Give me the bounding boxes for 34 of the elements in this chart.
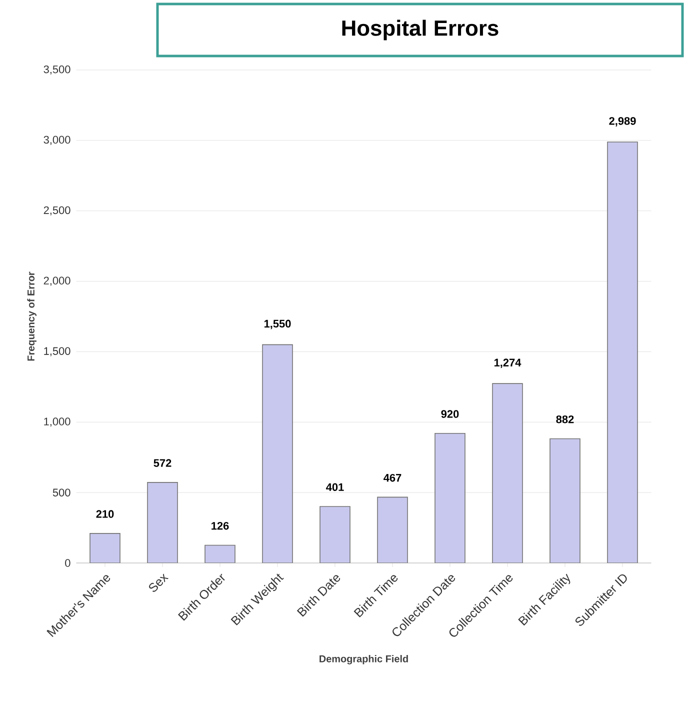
data-label: 2,989 bbox=[609, 117, 636, 126]
y-tick-label: 3,500 bbox=[44, 65, 70, 75]
data-label: 882 bbox=[556, 415, 574, 424]
x-tick-label: Sex bbox=[149, 574, 169, 592]
data-label: 572 bbox=[154, 459, 172, 467]
x-tick-label: Birth Date bbox=[296, 575, 340, 617]
data-label: 401 bbox=[326, 483, 344, 491]
data-label: 126 bbox=[212, 522, 229, 530]
y-tick-label: 500 bbox=[52, 488, 70, 496]
x-tick-label: Birth Time bbox=[354, 575, 398, 618]
bar bbox=[262, 344, 293, 563]
data-label: 467 bbox=[384, 474, 402, 482]
chart-title: Hospital Errors bbox=[342, 20, 498, 40]
bar bbox=[377, 496, 408, 563]
bar bbox=[434, 433, 466, 563]
bar bbox=[204, 544, 236, 563]
data-label: 210 bbox=[96, 510, 114, 518]
y-axis-title: Frequency of Error bbox=[27, 272, 36, 361]
y-tick-label: 1,000 bbox=[44, 418, 70, 427]
y-tick-label: 1,500 bbox=[44, 347, 70, 356]
bar bbox=[90, 533, 120, 563]
bar bbox=[320, 506, 350, 563]
y-tick-label: 0 bbox=[65, 559, 70, 567]
x-axis-title: Demographic Field bbox=[320, 655, 408, 664]
bar bbox=[147, 482, 178, 563]
y-tick-label: 2,000 bbox=[44, 276, 70, 286]
data-label: 1,274 bbox=[494, 358, 522, 368]
bar bbox=[607, 142, 638, 563]
y-tick-label: 2,500 bbox=[44, 206, 70, 216]
bar bbox=[550, 438, 580, 563]
bar bbox=[492, 383, 523, 563]
data-label: 920 bbox=[441, 410, 459, 418]
data-label: 1,550 bbox=[264, 320, 291, 330]
y-tick-label: 3,000 bbox=[44, 136, 70, 145]
